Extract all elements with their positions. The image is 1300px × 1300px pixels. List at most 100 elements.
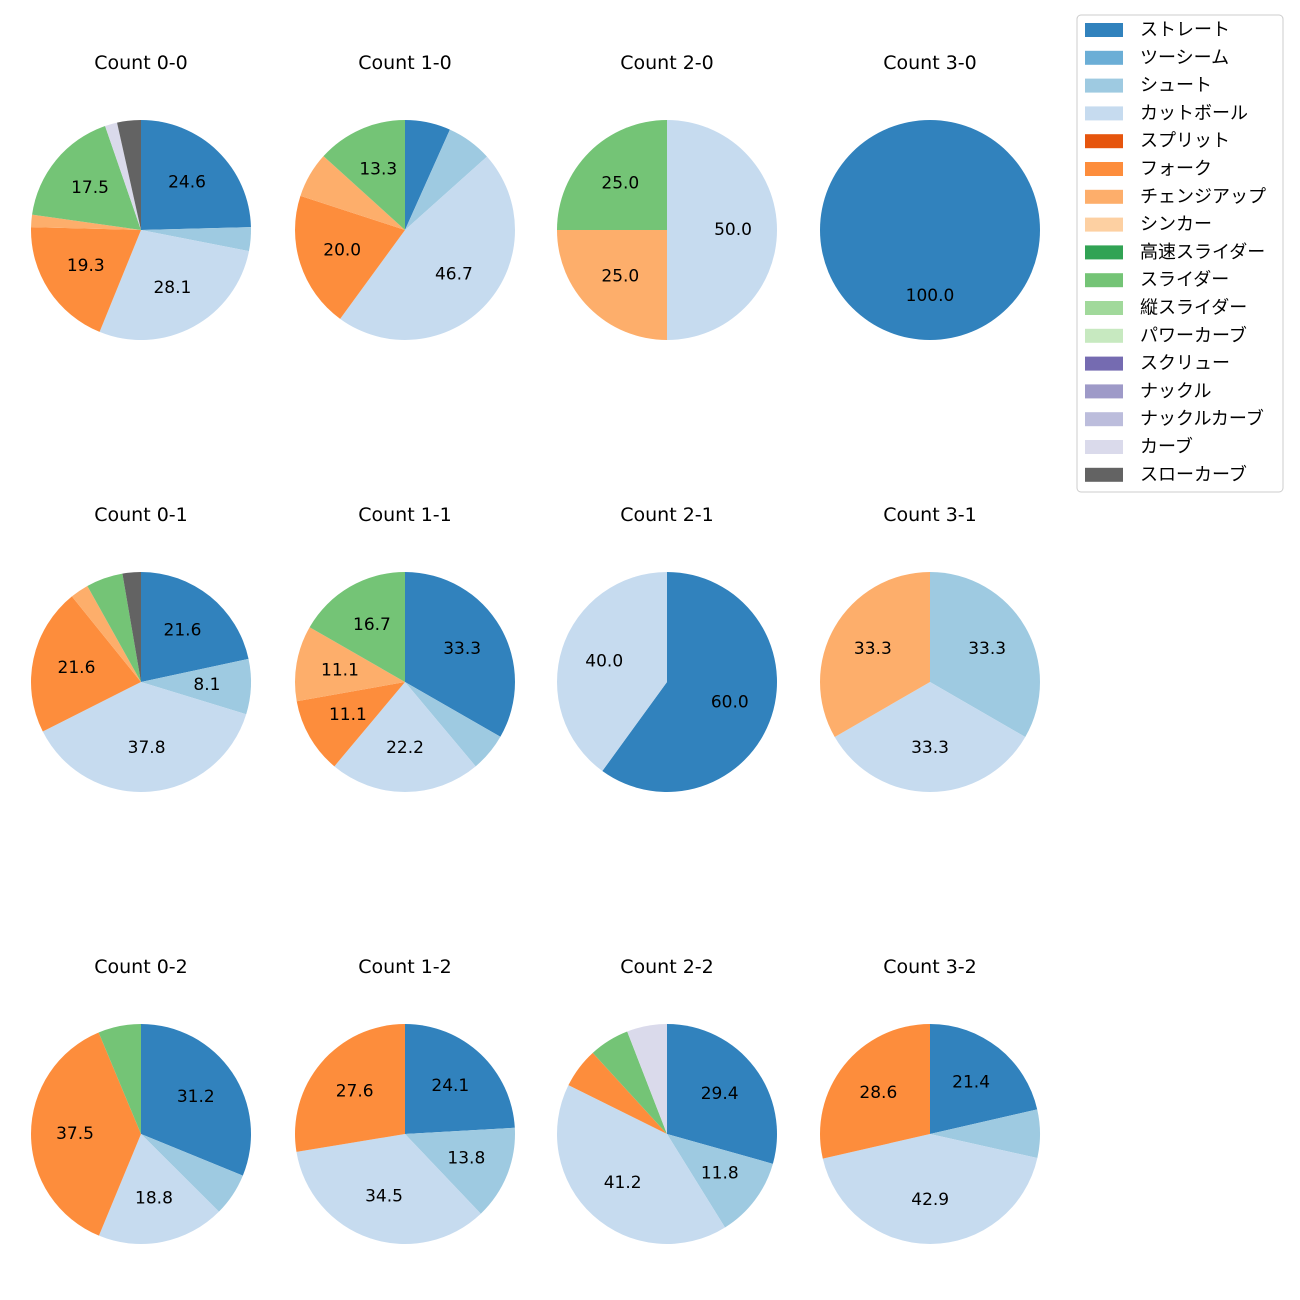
pie-title: Count 2-1 (620, 504, 714, 526)
legend-swatch (1085, 245, 1123, 260)
pie-slice (405, 1127, 515, 1214)
slice-label: 25.0 (601, 267, 639, 287)
slice-label: 33.3 (911, 738, 949, 758)
legend: ストレートツーシームシュートカットボールスプリットフォークチェンジアップシンカー… (1076, 14, 1284, 493)
legend-label: ツーシーム (1140, 47, 1229, 68)
pie-slice (405, 682, 501, 767)
legend-item: パワーカーブ (1085, 324, 1247, 346)
slice-label: 11.1 (329, 705, 367, 725)
pie-slice (822, 1134, 1038, 1244)
pie-slice (557, 230, 667, 340)
pie-11: Count 2-2 29.4 11.8 41.2 (556, 956, 777, 1244)
pie-12: Count 3-2 21.4 42.9 28.6 (820, 956, 1040, 1244)
pie-slice (309, 572, 405, 682)
pie-slice (105, 122, 141, 230)
legend-item: チェンジアップ (1085, 186, 1266, 207)
legend-swatch (1085, 467, 1123, 482)
pie-slice (405, 120, 450, 230)
pie-slice (295, 195, 405, 319)
slice-label: 25.0 (601, 173, 639, 193)
pie-slice (141, 572, 249, 682)
pie-slice (568, 1052, 667, 1134)
pie-slice (667, 1134, 773, 1228)
legend-swatch (1085, 301, 1123, 315)
pie-3: Count 2-0 50.0 25.0 25.0 (557, 52, 777, 340)
pie-slice (334, 682, 476, 792)
pie-5: Count 0-1 21.6 8.1 37.8 21.6 (31, 504, 252, 792)
legend-label: 縦スライダー (1140, 298, 1247, 319)
pie-10: Count 1-2 24.1 13.8 34.5 27.6 (294, 956, 515, 1244)
pie-9: Count 0-2 31.2 18.8 37.5 (30, 956, 251, 1244)
pie-slice (323, 120, 405, 230)
slice-label: 28.6 (859, 1083, 897, 1103)
slice-label: 18.8 (135, 1189, 173, 1209)
legend-item: シュート (1085, 75, 1212, 96)
pie-title: Count 1-1 (358, 504, 452, 526)
legend-item: ストレート (1085, 20, 1230, 41)
slice-label: 22.2 (386, 738, 424, 758)
legend-label: スローカーブ (1140, 463, 1247, 485)
slice-label: 20.0 (323, 240, 361, 260)
pie-slice (98, 1024, 141, 1134)
pie-title: Count 0-2 (94, 956, 188, 978)
pie-slice (141, 1134, 243, 1212)
pie-slice (141, 120, 251, 230)
legend-swatch (1085, 50, 1123, 65)
pie-title: Count 2-2 (620, 956, 714, 978)
slice-label: 100.0 (906, 286, 955, 306)
pie-slice (31, 214, 141, 230)
pie-slice (42, 682, 247, 792)
pie-slice (405, 129, 487, 230)
slice-label: 13.8 (447, 1148, 485, 1168)
legend-label: チェンジアップ (1140, 186, 1266, 207)
pie-7: Count 2-1 60.0 40.0 (557, 504, 777, 793)
legend-swatch (1085, 412, 1123, 427)
pie-slice (819, 572, 930, 737)
legend-swatch (1085, 78, 1123, 93)
legend-item: ナックルカーブ (1085, 408, 1264, 430)
legend-swatch (1085, 134, 1123, 149)
slice-label: 13.3 (359, 160, 397, 180)
slice-label: 41.2 (604, 1173, 642, 1193)
pie-slice (602, 572, 777, 793)
pie-slice (122, 572, 141, 682)
legend-label: ナックルカーブ (1140, 408, 1264, 430)
pie-title: Count 3-1 (883, 504, 977, 526)
legend-item: ナックル (1085, 381, 1211, 402)
pie-slice (296, 1134, 481, 1244)
slice-label: 28.1 (153, 278, 191, 298)
legend-swatch (1085, 189, 1123, 204)
legend-item: 高速スライダー (1085, 242, 1265, 263)
legend-label: 高速スライダー (1140, 242, 1265, 263)
pie-slice (98, 1134, 219, 1244)
legend-label: スクリュー (1140, 353, 1230, 374)
legend-label: スライダー (1140, 270, 1229, 291)
slice-label: 33.3 (443, 639, 481, 659)
pie-title: Count 1-0 (358, 52, 452, 74)
slice-label: 27.6 (336, 1081, 374, 1101)
pie-slice (71, 585, 141, 682)
slice-label: 21.4 (952, 1072, 990, 1092)
legend-label: シンカー (1140, 214, 1212, 235)
pie-1: Count 0-0 24.6 28.1 19.3 17.5 (30, 52, 251, 340)
pie-slice (557, 120, 667, 230)
slice-label: 21.6 (58, 658, 96, 678)
legend-item: スライダー (1085, 270, 1229, 291)
slice-label: 37.5 (56, 1124, 94, 1144)
legend-swatch (1085, 328, 1123, 343)
legend-label: シュート (1140, 75, 1212, 96)
slice-label: 19.3 (67, 256, 105, 276)
slice-label: 33.3 (968, 639, 1006, 659)
pie-4: Count 3-0 100.0 (820, 52, 1040, 340)
slice-label: 31.2 (177, 1087, 215, 1107)
slice-label: 24.1 (431, 1076, 469, 1096)
legend-item: ツーシーム (1085, 47, 1229, 68)
legend-label: パワーカーブ (1140, 324, 1247, 346)
slice-label: 24.6 (168, 173, 206, 193)
legend-item: カットボール (1085, 103, 1248, 124)
legend-label: ストレート (1140, 20, 1230, 41)
legend-swatch (1085, 384, 1123, 399)
legend-swatch (1085, 106, 1123, 121)
legend-label: カーブ (1140, 436, 1193, 458)
